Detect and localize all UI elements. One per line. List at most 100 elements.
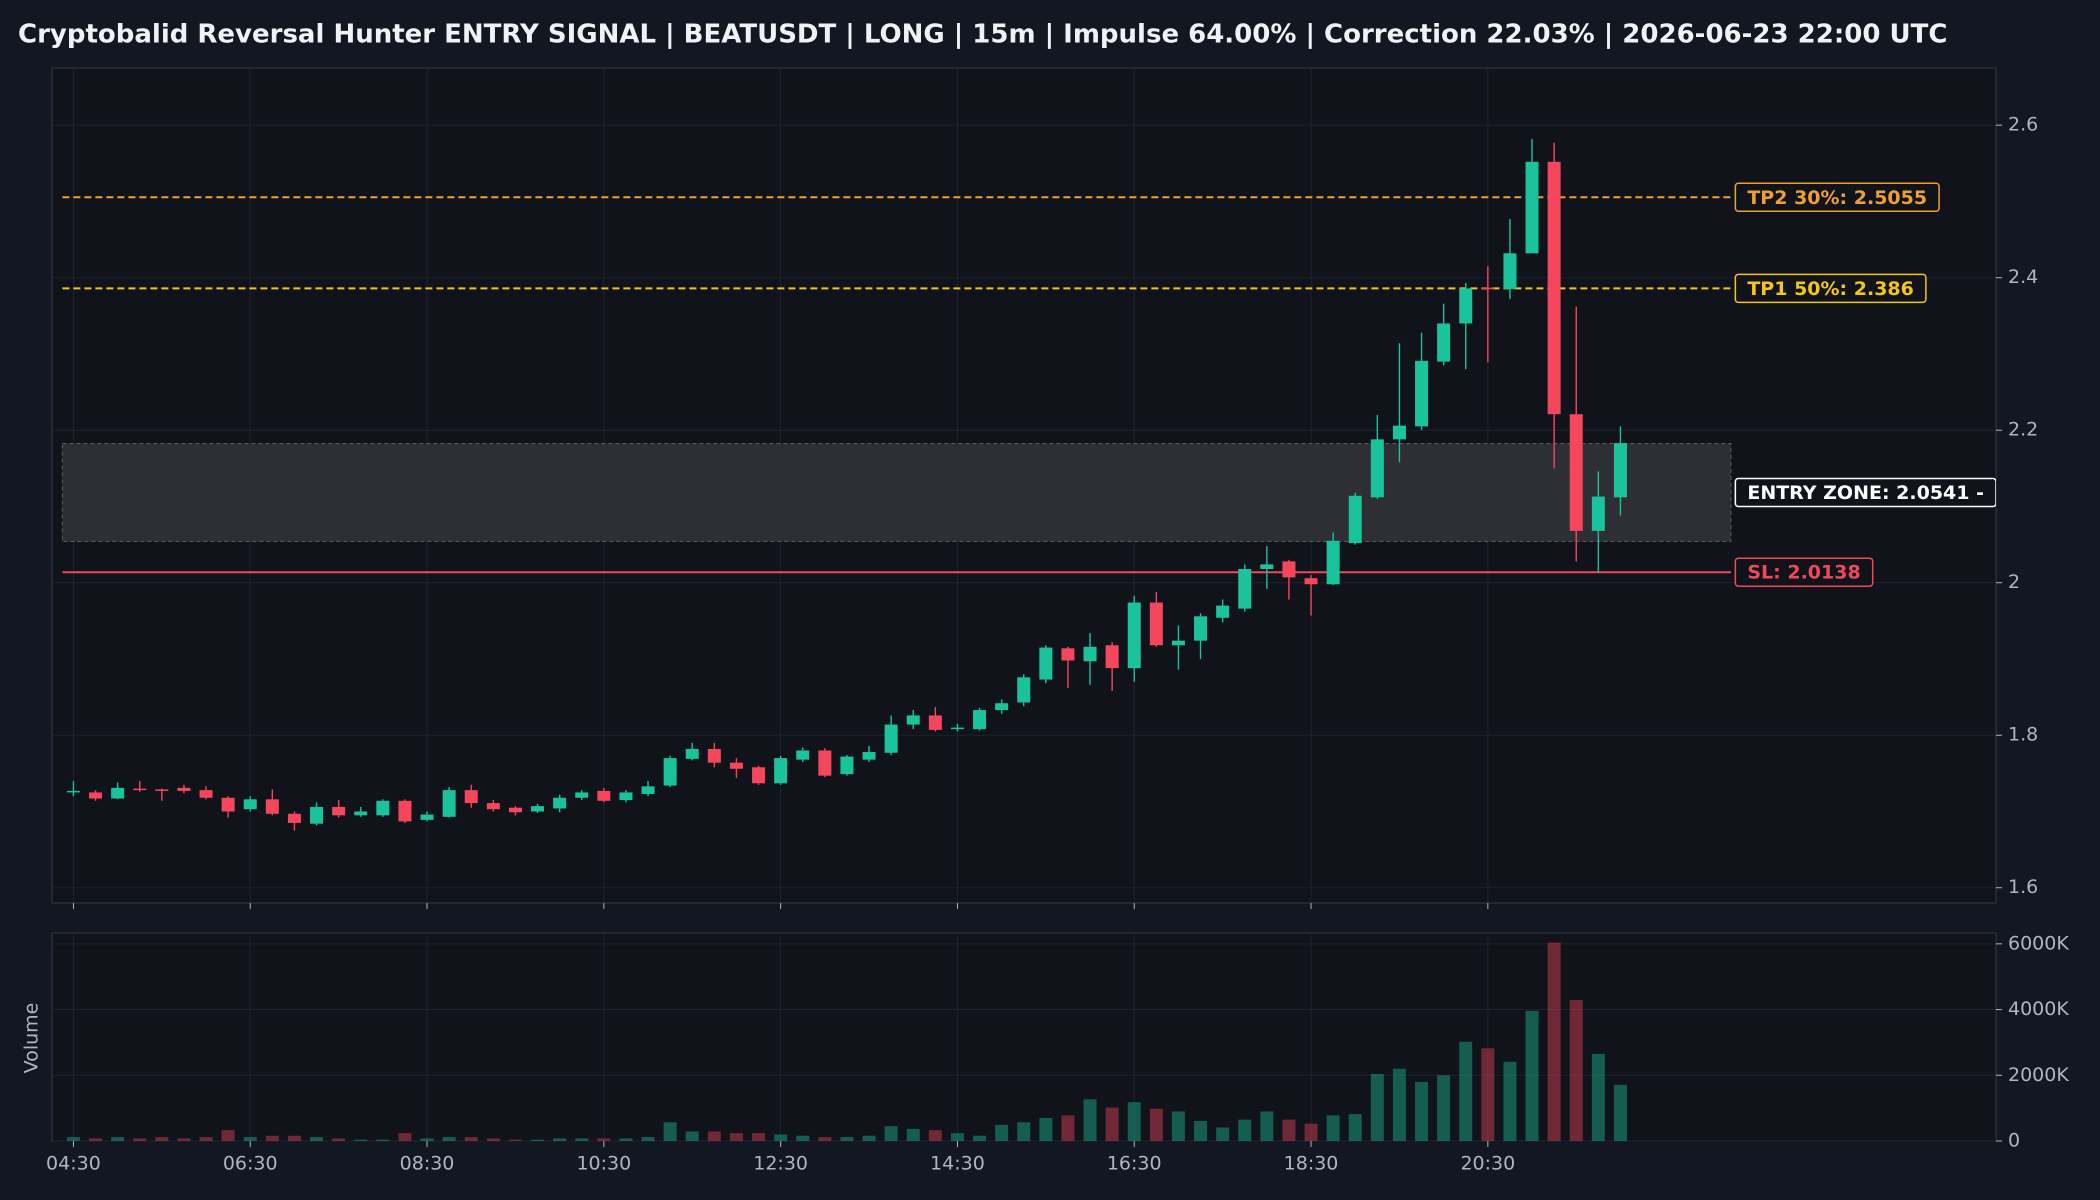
candle-body	[1304, 578, 1318, 585]
y-tick-label: 0	[2008, 1130, 2020, 1152]
candle-body	[243, 799, 257, 810]
volume-bar	[597, 1138, 611, 1141]
volume-bar	[553, 1138, 567, 1141]
x-tick-label: 08:30	[400, 1153, 455, 1175]
volume-bar	[1613, 1084, 1627, 1141]
candle-body	[928, 715, 942, 730]
candle-body	[796, 750, 810, 760]
volume-bar	[663, 1122, 677, 1141]
candle-body	[1238, 569, 1252, 609]
volume-bar	[508, 1139, 522, 1141]
volume-bar	[442, 1137, 456, 1141]
candle-body	[641, 786, 655, 794]
candle-body	[1171, 640, 1185, 646]
candle-body	[1415, 360, 1429, 427]
volume-bar	[66, 1137, 80, 1141]
volume-bar	[155, 1137, 169, 1141]
label-text: SL: 2.0138	[1747, 562, 1860, 584]
volume-bar	[1326, 1115, 1340, 1141]
volume-bar	[1304, 1123, 1318, 1141]
candle-body	[1348, 495, 1362, 544]
volume-bar	[774, 1134, 788, 1141]
label-box	[1734, 182, 1940, 213]
volume-bar	[685, 1131, 699, 1141]
candle-body	[1017, 677, 1031, 703]
candle-body	[332, 806, 346, 816]
volume-bar	[906, 1128, 920, 1141]
candle-body	[199, 790, 213, 798]
level-label: TP1 50%: 2.386	[1734, 273, 1927, 304]
volume-bar	[1481, 1048, 1495, 1141]
x-tick-label: 04:30	[46, 1153, 101, 1175]
candle-body	[553, 797, 567, 809]
candle-body	[774, 758, 788, 784]
candle-body	[1326, 540, 1340, 585]
candle-body	[310, 806, 324, 824]
candle-body	[884, 724, 898, 753]
candle-body	[1525, 161, 1539, 254]
candle-body	[840, 756, 854, 775]
candle-body	[531, 806, 545, 812]
volume-bar	[310, 1137, 324, 1141]
candle-body	[685, 748, 699, 759]
candle-body	[1503, 253, 1517, 290]
candle-body	[906, 715, 920, 725]
volume-bar	[1370, 1073, 1384, 1141]
candle-body	[89, 792, 103, 799]
volume-bar	[1459, 1041, 1473, 1141]
volume-bar	[707, 1131, 721, 1141]
candle-body	[442, 790, 456, 817]
label-box	[1734, 273, 1927, 304]
label-text: TP2 30%: 2.5055	[1747, 187, 1927, 209]
level-label: SL: 2.0138	[1734, 557, 1874, 587]
label-text: ENTRY ZONE: 2.0541 -	[1747, 482, 1984, 504]
candle-body	[663, 758, 677, 786]
candle-body	[818, 750, 832, 776]
y-tick-label: 1.8	[2008, 724, 2038, 746]
volume-bar	[1171, 1111, 1185, 1141]
volume-bar	[354, 1139, 368, 1141]
candle-body	[508, 807, 522, 813]
volume-bar	[950, 1133, 964, 1141]
volume-bar	[486, 1138, 500, 1141]
volume-bar	[243, 1137, 257, 1141]
volume-bar	[111, 1137, 125, 1141]
volume-bar	[464, 1137, 478, 1141]
volume-bar	[1127, 1102, 1141, 1141]
volume-bar	[619, 1138, 633, 1141]
volume-bar	[973, 1135, 987, 1141]
volume-bar	[575, 1138, 589, 1141]
volume-bar	[1216, 1127, 1230, 1141]
label-box	[1734, 557, 1874, 587]
volume-bar	[796, 1135, 810, 1141]
candle-body	[354, 811, 368, 816]
candle-body	[420, 814, 434, 820]
volume-axis-label: Volume	[21, 1003, 43, 1074]
candle-body	[752, 767, 766, 784]
x-tick-label: 06:30	[223, 1153, 278, 1175]
candle-body	[995, 703, 1009, 711]
candle-body	[398, 800, 412, 822]
volume-bar	[1392, 1068, 1406, 1141]
candle-body	[1149, 602, 1163, 646]
candle-body	[265, 799, 279, 814]
volume-bar	[1238, 1119, 1252, 1141]
volume-bar	[1105, 1107, 1119, 1141]
volume-bar	[818, 1137, 832, 1141]
zone-label-clip: ENTRY ZONE: 2.0541 -	[1734, 477, 1996, 508]
volume-bar	[1061, 1115, 1075, 1141]
volume-bar	[729, 1133, 743, 1141]
candle-body	[221, 797, 235, 812]
volume-bar	[641, 1137, 655, 1141]
level-label: ENTRY ZONE: 2.0541 -	[1734, 477, 1996, 508]
volume-bar	[840, 1137, 854, 1141]
volume-bar	[177, 1138, 191, 1141]
volume-bar	[1039, 1117, 1053, 1141]
y-tick-label: 6000K	[2008, 932, 2069, 954]
candle-body	[287, 813, 301, 823]
candle-body	[1039, 647, 1053, 680]
candle-body	[376, 800, 390, 816]
volume-bar	[376, 1139, 390, 1141]
candle-body	[950, 727, 964, 730]
